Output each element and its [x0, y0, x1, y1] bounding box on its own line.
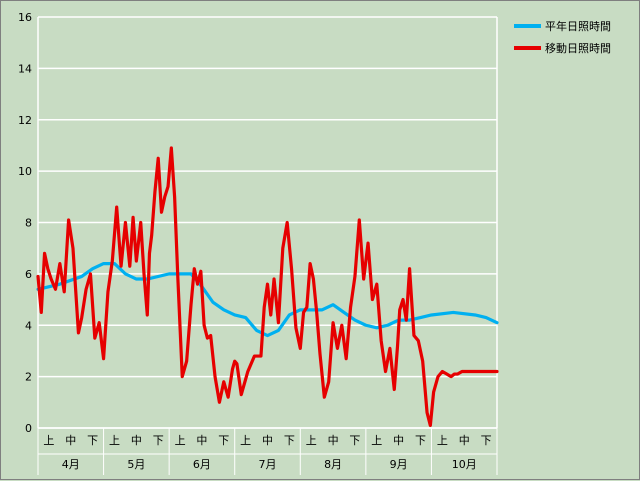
x-tick-label-month: 6月 [193, 458, 211, 471]
x-tick-label-dekad: 中 [262, 434, 273, 447]
y-tick-label: 16 [18, 11, 32, 24]
x-tick-label-dekad: 下 [481, 434, 492, 447]
series-lines [36, 146, 499, 428]
x-tick-label-dekad: 中 [65, 434, 76, 447]
x-tick-label-month: 4月 [62, 458, 80, 471]
x-tick-label-dekad: 下 [284, 434, 295, 447]
y-tick-label: 12 [18, 114, 32, 127]
x-tick-label-dekad: 上 [240, 434, 251, 447]
y-tick-label: 0 [25, 422, 32, 435]
y-axis-ticks: 0 2 4 6 8 10 12 14 16 [18, 11, 32, 435]
x-tick-label-dekad: 下 [153, 434, 164, 447]
y-tick-label: 14 [18, 62, 32, 75]
x-tick-label-dekad: 上 [43, 434, 54, 447]
x-tick-label-dekad: 中 [393, 434, 404, 447]
x-tick-label-dekad: 上 [371, 434, 382, 447]
x-tick-label-month: 7月 [259, 458, 277, 471]
x-tick-label-dekad: 中 [196, 434, 207, 447]
x-tick-label-month: 8月 [324, 458, 342, 471]
x-tick-label-month: 9月 [390, 458, 408, 471]
y-tick-label: 6 [25, 268, 32, 281]
x-tick-label-dekad: 下 [349, 434, 360, 447]
series-line-1 [36, 262, 499, 338]
x-tick-label-dekad: 下 [415, 434, 426, 447]
y-tick-label: 4 [25, 319, 32, 332]
x-tick-label-dekad: 中 [459, 434, 470, 447]
x-tick-label-month: 5月 [127, 458, 145, 471]
y-tick-label: 2 [25, 371, 32, 384]
x-tick-label-dekad: 上 [437, 434, 448, 447]
legend-label: 平年日照時間 [545, 19, 611, 33]
y-tick-label: 8 [25, 217, 32, 230]
x-tick-label-month: 10月 [452, 458, 477, 471]
x-tick-label-dekad: 下 [87, 434, 98, 447]
legend-label: 移動日照時間 [545, 41, 611, 55]
series-line-2 [36, 146, 499, 428]
x-axis: 上中下4月上中下5月上中下6月上中下7月上中下8月上中下9月上中下10月 [37, 427, 498, 475]
x-tick-label-dekad: 中 [328, 434, 339, 447]
y-tick-label: 10 [18, 165, 32, 178]
gridlines [37, 16, 498, 429]
x-tick-label-dekad: 上 [175, 434, 186, 447]
x-tick-label-dekad: 上 [109, 434, 120, 447]
x-tick-label-dekad: 下 [218, 434, 229, 447]
x-tick-label-dekad: 中 [131, 434, 142, 447]
x-tick-label-dekad: 上 [306, 434, 317, 447]
